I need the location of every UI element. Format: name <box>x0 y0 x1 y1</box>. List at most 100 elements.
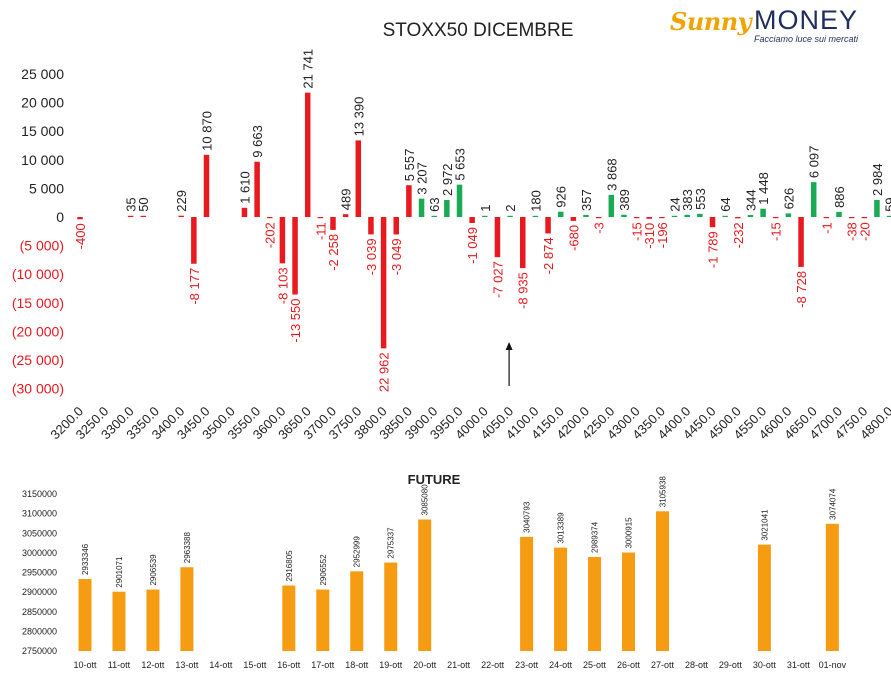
chart1-data-label: 3 207 <box>415 162 430 195</box>
chart1-bar <box>773 217 779 219</box>
chart2-data-label: 2933346 <box>81 543 90 575</box>
chart2-x-tick: 28-ott <box>685 660 709 670</box>
chart1-bar <box>368 217 374 235</box>
chart1-data-label: 22 962 <box>377 352 392 392</box>
chart1-data-label: -196 <box>655 222 670 248</box>
chart2-data-label: 2906539 <box>149 554 158 586</box>
chart1-bar <box>330 217 336 230</box>
chart1-data-label: 3 868 <box>604 158 619 191</box>
chart1-data-label: -2 258 <box>326 234 341 271</box>
chart2-x-tick: 22-ott <box>481 660 505 670</box>
chart2-data-label: 3000915 <box>625 517 634 549</box>
chart1-y-tick: (25 000) <box>12 352 64 368</box>
chart1-bar <box>279 217 286 264</box>
chart2-y-tick: 3050000 <box>22 528 57 538</box>
chart1-data-label: -1 049 <box>465 227 480 264</box>
chart1-bar <box>494 217 501 258</box>
chart1-bar <box>886 215 891 217</box>
chart2-data-label: 3013389 <box>557 512 566 544</box>
chart2-x-tick: 29-ott <box>719 660 743 670</box>
chart2-x-tick: 24-ott <box>549 660 573 670</box>
chart1-data-label: -20 <box>857 222 872 241</box>
chart2-data-label: 2906552 <box>319 554 328 586</box>
chart1-data-label: 926 <box>554 186 569 208</box>
chart1-bar <box>393 217 399 235</box>
chart2-bar <box>282 585 296 651</box>
chart1-bar <box>469 217 475 224</box>
chart2-data-label: 2975337 <box>387 527 396 559</box>
chart1-data-label: 1 <box>478 205 493 212</box>
chart1-data-label: 1 610 <box>237 171 252 204</box>
chart1-data-label: -310 <box>642 223 657 249</box>
chart2-bar <box>757 544 771 651</box>
logo-tagline: Facciamo luce sui mercati <box>754 34 859 44</box>
chart2-bar <box>78 579 92 651</box>
chart1-data-label: 35 <box>124 197 139 211</box>
chart2-data-label: 3105938 <box>658 476 667 508</box>
chart1-bar <box>241 207 248 217</box>
chart1-title: STOXX50 DICEMBRE <box>383 20 574 41</box>
chart2-data-label: 2952999 <box>353 536 362 568</box>
chart2-x-tick: 25-ott <box>583 660 607 670</box>
chart1-y-tick: (15 000) <box>12 295 64 311</box>
chart1-data-label: -8 935 <box>516 272 531 309</box>
chart1-data-label: -232 <box>731 222 746 248</box>
chart1-data-label: 886 <box>832 186 847 208</box>
chart1-bar <box>456 184 463 217</box>
chart1-bar <box>735 217 741 219</box>
chart1-data-label: 344 <box>743 189 758 211</box>
chart1-bar <box>77 217 83 220</box>
chart2-x-tick: 12-ott <box>141 660 165 670</box>
chart1-bar <box>760 208 766 217</box>
chart2-x-tick: 13-ott <box>175 660 199 670</box>
chart1-y-tick: 15 000 <box>21 123 64 139</box>
chart1-bar <box>671 215 678 217</box>
chart1-bar <box>659 217 665 219</box>
chart1-data-label: 2 972 <box>440 163 455 196</box>
chart1-data-label: 180 <box>528 190 543 212</box>
chart1-data-label: 13 390 <box>351 97 366 137</box>
chart2-x-tick: 20-ott <box>413 660 437 670</box>
chart2-bar <box>180 567 194 651</box>
chart1-bar <box>178 215 184 217</box>
chart1-data-label: 357 <box>579 189 594 211</box>
chart1-bar <box>861 217 868 219</box>
chart1-bar <box>304 92 311 217</box>
chart1-bar <box>127 215 134 217</box>
chart2-x-tick: 23-ott <box>515 660 539 670</box>
chart1-y-tick: (5 000) <box>20 238 64 254</box>
logo-sunny-text: Sunny <box>670 7 752 36</box>
chart1-data-label: -11 <box>313 222 328 240</box>
chart2-x-tick: 30-ott <box>753 660 777 670</box>
chart2-data-label: 3040793 <box>523 501 532 533</box>
chart1-data-label: 64 <box>718 197 733 211</box>
chart1-data-label: 10 870 <box>200 111 215 151</box>
chart1-data-label: -1 <box>819 222 834 234</box>
chart1-bar <box>482 215 488 217</box>
chart1-y-tick: (30 000) <box>12 381 64 397</box>
chart2-data-label: 3085080 <box>421 484 430 516</box>
chart2-data-label: 2916805 <box>285 550 294 582</box>
chart2-y-tick: 2850000 <box>22 607 57 617</box>
chart1-y-tick: 5 000 <box>29 180 64 196</box>
chart1-data-label: 383 <box>680 189 695 211</box>
chart1-data-label: 229 <box>174 190 189 212</box>
chart1-bar <box>608 194 615 217</box>
chart2-title: FUTURE <box>408 472 461 487</box>
chart1-data-label: 50 <box>136 197 151 211</box>
chart2-x-tick: 26-ott <box>617 660 641 670</box>
chart2-bar <box>384 562 398 651</box>
chart1-bar <box>697 213 703 217</box>
chart1-data-label: -8 103 <box>275 267 290 304</box>
chart1-bar <box>798 217 804 267</box>
chart1-data-label: -8 728 <box>794 271 809 308</box>
chart2-y-tick: 3150000 <box>22 489 57 499</box>
chart2-bar <box>825 523 839 651</box>
chart1-y-tick: 20 000 <box>21 95 64 111</box>
chart1-data-label: 5 653 <box>453 148 468 181</box>
chart2-bar <box>588 557 602 651</box>
chart1-data-label: -3 049 <box>389 238 404 275</box>
chart1-data-label: 21 741 <box>301 49 316 89</box>
